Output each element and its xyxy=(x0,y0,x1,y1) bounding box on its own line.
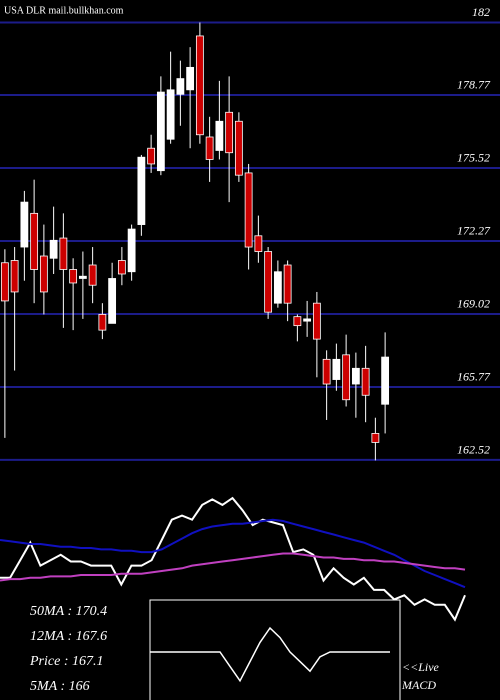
candle-body xyxy=(273,271,282,304)
candle-body xyxy=(166,89,175,140)
candle-body xyxy=(234,120,243,176)
macd-label: <<Live xyxy=(402,660,440,674)
candle-body xyxy=(264,251,273,313)
candle-body xyxy=(361,367,370,396)
ma-label: 5MA : 166 xyxy=(30,679,90,694)
candle-body xyxy=(137,156,146,225)
candle-body xyxy=(195,35,204,136)
candle-body xyxy=(303,318,312,322)
candle-body xyxy=(351,367,360,385)
candle-body xyxy=(10,260,19,293)
y-tick-label: 172.27 xyxy=(457,224,491,238)
candle-body xyxy=(381,356,390,405)
candle-body xyxy=(30,212,39,270)
candle-body xyxy=(293,316,302,327)
ma-label: Price : 167.1 xyxy=(29,654,103,669)
candle-body xyxy=(215,120,224,151)
candle-body xyxy=(147,147,156,165)
y-tick-label: 175.52 xyxy=(457,151,490,165)
y-tick-label: 178.77 xyxy=(457,78,491,92)
candle-body xyxy=(176,78,185,95)
indicator-line xyxy=(0,518,466,589)
candle-body xyxy=(0,262,9,302)
candle-body xyxy=(39,255,48,293)
candle-body xyxy=(69,269,78,284)
macd-label: MACD xyxy=(401,678,436,692)
ma-label: 50MA : 170.4 xyxy=(30,604,107,619)
candle-body xyxy=(20,201,29,248)
candle-body xyxy=(108,278,117,324)
candle-body xyxy=(117,260,126,275)
candle-body xyxy=(332,358,341,380)
macd-line xyxy=(150,626,390,683)
y-tick-label: 162.52 xyxy=(457,443,490,457)
y-tick-label: 182 xyxy=(472,5,490,19)
candle-body xyxy=(371,433,380,443)
candle-body xyxy=(59,237,68,270)
candle-body xyxy=(156,91,165,172)
candle-body xyxy=(49,239,58,259)
macd-box xyxy=(149,599,401,700)
candle-body xyxy=(127,228,136,273)
candle-body xyxy=(88,264,97,286)
candle-body xyxy=(205,136,214,160)
y-tick-label: 165.77 xyxy=(457,370,491,384)
candle-body xyxy=(186,66,195,91)
candle-body xyxy=(312,302,321,340)
y-tick-label: 169.02 xyxy=(457,297,490,311)
candle-body xyxy=(225,111,234,154)
indicator-line xyxy=(0,552,466,582)
candle-body xyxy=(98,314,107,331)
ma-label: 12MA : 167.6 xyxy=(30,629,107,644)
candle-body xyxy=(244,172,253,248)
candle-body xyxy=(254,235,263,252)
candle-body xyxy=(283,264,292,304)
candle-body xyxy=(342,354,351,401)
chart-title: USA DLR mail.bullkhan.com xyxy=(4,5,124,16)
candle-body xyxy=(78,275,87,279)
indicator-line xyxy=(0,496,466,622)
candle-body xyxy=(322,358,331,385)
